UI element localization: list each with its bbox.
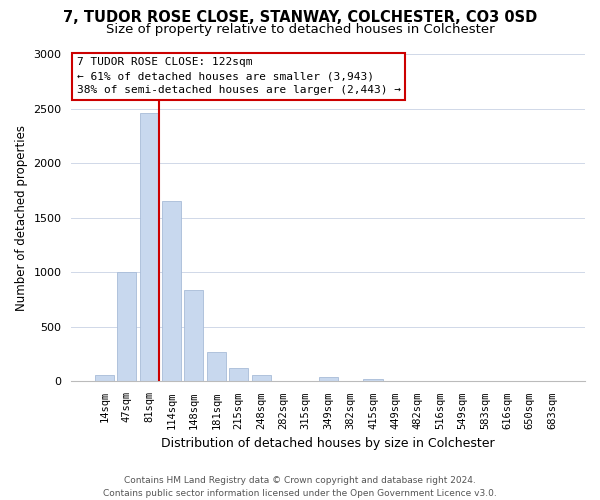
Bar	[207, 352, 226, 382]
Bar	[319, 377, 338, 382]
Text: 7, TUDOR ROSE CLOSE, STANWAY, COLCHESTER, CO3 0SD: 7, TUDOR ROSE CLOSE, STANWAY, COLCHESTER…	[63, 10, 537, 25]
Bar	[184, 290, 203, 382]
Y-axis label: Number of detached properties: Number of detached properties	[15, 124, 28, 310]
Text: Contains HM Land Registry data © Crown copyright and database right 2024.
Contai: Contains HM Land Registry data © Crown c…	[103, 476, 497, 498]
Bar	[364, 380, 383, 382]
Bar	[162, 202, 181, 382]
Bar	[140, 113, 158, 382]
Bar	[229, 368, 248, 382]
Bar	[95, 376, 114, 382]
Text: Size of property relative to detached houses in Colchester: Size of property relative to detached ho…	[106, 22, 494, 36]
Text: 7 TUDOR ROSE CLOSE: 122sqm
← 61% of detached houses are smaller (3,943)
38% of s: 7 TUDOR ROSE CLOSE: 122sqm ← 61% of deta…	[77, 58, 401, 96]
Bar	[117, 272, 136, 382]
Bar	[251, 376, 271, 382]
X-axis label: Distribution of detached houses by size in Colchester: Distribution of detached houses by size …	[161, 437, 495, 450]
